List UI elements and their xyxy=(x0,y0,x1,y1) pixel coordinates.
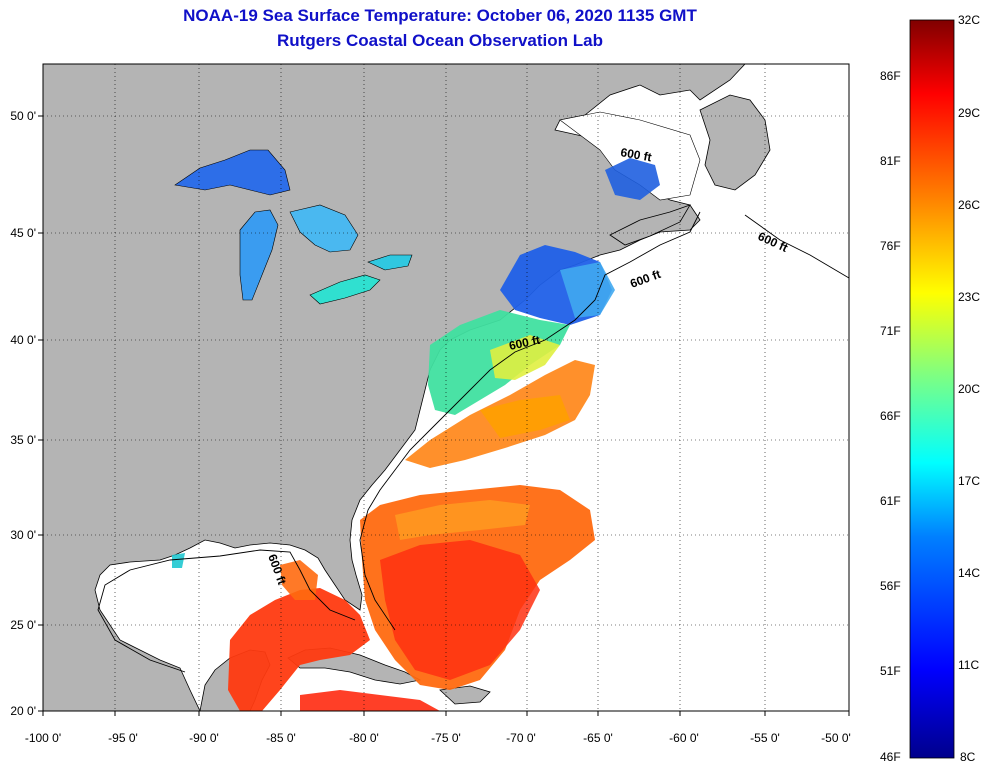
cbar-c-label: 23C xyxy=(958,290,981,304)
lake-ontario xyxy=(367,254,413,271)
sst-coastal-cyan xyxy=(172,553,185,568)
sst-patch-stlawrence xyxy=(605,158,660,200)
cbar-f-label: 56F xyxy=(880,579,901,593)
hispaniola-land xyxy=(439,685,491,705)
lat-label: 30 0' xyxy=(10,528,36,542)
lake-michigan xyxy=(239,209,279,301)
lon-label: -55 0' xyxy=(750,731,780,745)
newfoundland-land xyxy=(699,94,771,191)
gulf-st-lawrence xyxy=(559,111,701,201)
lake-superior xyxy=(174,149,291,196)
lat-label: 20 0' xyxy=(10,704,36,718)
map-title: NOAA-19 Sea Surface Temperature: October… xyxy=(183,6,697,25)
sst-shelf-yellow xyxy=(490,335,560,380)
lon-label: -70 0' xyxy=(506,731,536,745)
sst-gs-amber xyxy=(480,395,570,438)
cbar-c-label: 14C xyxy=(958,566,981,580)
isobath-600ft xyxy=(97,211,849,673)
sst-florida-shelf xyxy=(280,560,318,600)
sst-gulf-of-mexico xyxy=(228,588,370,711)
cbar-f-label: 51F xyxy=(880,664,901,678)
cbar-c-label: 32C xyxy=(958,13,981,27)
cbar-f-label: 71F xyxy=(880,324,901,338)
axis-ticks xyxy=(38,115,850,716)
lon-label: -65 0' xyxy=(583,731,613,745)
lon-label: -90 0' xyxy=(189,731,219,745)
lat-label: 45 0' xyxy=(10,226,36,240)
cbar-c-label: 11C xyxy=(958,658,980,672)
cbar-f-label: 66F xyxy=(880,409,901,423)
sst-caribbean xyxy=(300,690,440,711)
lat-label: 40 0' xyxy=(10,333,36,347)
sst-gom-east xyxy=(560,262,615,318)
cbar-c-label: 20C xyxy=(958,382,981,396)
cbar-f-label: 61F xyxy=(880,494,901,508)
lon-label: -85 0' xyxy=(266,731,296,745)
lake-huron xyxy=(289,204,359,253)
cbar-f-label: 86F xyxy=(880,69,901,83)
nova-scotia-land xyxy=(609,204,691,246)
sst-southeast-red xyxy=(380,540,540,680)
lon-label: -95 0' xyxy=(108,731,138,745)
lat-label: 50 0' xyxy=(10,109,36,123)
cbar-c-label: 17C xyxy=(958,474,981,488)
cbar-c-label: 26C xyxy=(958,198,981,212)
sst-southeast-orange xyxy=(395,500,530,540)
cbar-c-label: 8C xyxy=(960,750,976,764)
colorbar xyxy=(909,19,955,759)
lake-erie xyxy=(309,274,381,305)
lon-label: -75 0' xyxy=(431,731,461,745)
lon-label: -100 0' xyxy=(25,731,61,745)
contour-label-mid-atlantic: 600 ft xyxy=(508,333,542,353)
lat-label: 35 0' xyxy=(10,433,36,447)
cbar-f-label: 46F xyxy=(880,750,901,764)
lon-label: -60 0' xyxy=(669,731,699,745)
lon-label: -50 0' xyxy=(821,731,851,745)
cbar-f-label: 76F xyxy=(880,239,901,253)
cbar-c-label: 29C xyxy=(958,106,981,120)
cbar-f-label: 81F xyxy=(880,154,901,168)
lon-label: -80 0' xyxy=(349,731,379,745)
map-subtitle: Rutgers Coastal Ocean Observation Lab xyxy=(277,31,603,50)
contour-label-stlawrence: 600 ft xyxy=(619,145,652,164)
lat-label: 25 0' xyxy=(10,618,36,632)
